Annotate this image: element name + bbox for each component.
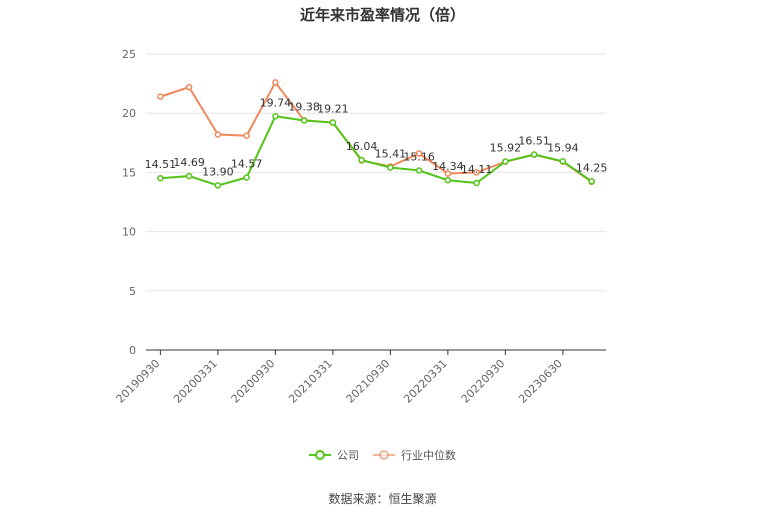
data-point — [444, 176, 452, 184]
data-label: 19.74 — [260, 96, 292, 109]
legend-item-industry-median[interactable]: 行业中位数 — [373, 447, 456, 463]
data-label: 14.57 — [231, 157, 263, 170]
x-tick-label: 20200331 — [171, 357, 220, 406]
x-axis: 20190930 20200331 20200930 20210331 20210930… — [114, 349, 606, 406]
y-axis: 0 5 10 15 20 25 — [122, 48, 136, 357]
data-point — [185, 172, 193, 180]
data-point — [415, 150, 423, 157]
data-point — [387, 164, 394, 171]
x-tick-label: 20200930 — [229, 357, 278, 406]
data-point — [358, 156, 365, 164]
data-label: 16.04 — [346, 140, 378, 153]
data-label: 14.11 — [461, 163, 493, 176]
data-label: 15.41 — [375, 148, 407, 161]
data-point — [272, 79, 279, 86]
data-point — [502, 158, 509, 165]
y-tick-label: 5 — [129, 285, 136, 298]
data-source: 数据来源：恒生聚源 — [328, 492, 437, 506]
data-point — [214, 182, 222, 189]
gridlines — [146, 53, 606, 292]
series-lines — [157, 79, 595, 189]
data-point — [415, 167, 423, 174]
y-tick-label: 0 — [129, 344, 136, 357]
data-point — [300, 117, 308, 124]
legend: 公司 行业中位数 — [0, 447, 765, 463]
data-point — [530, 151, 538, 158]
data-point — [243, 174, 250, 181]
data-point — [214, 131, 222, 138]
data-point — [157, 174, 164, 182]
x-tick-label: 20220331 — [401, 357, 450, 406]
data-point — [243, 132, 250, 139]
y-tick-label: 25 — [122, 48, 136, 61]
data-point — [444, 170, 452, 177]
data-label: 16.51 — [518, 135, 550, 148]
data-label: 14.51 — [145, 158, 177, 171]
data-label: 14.25 — [576, 161, 608, 174]
data-label: 15.92 — [490, 142, 522, 155]
data-label: 14.69 — [173, 156, 205, 169]
data-point — [559, 158, 567, 165]
data-point — [329, 119, 337, 126]
data-label: 14.34 — [432, 160, 464, 173]
data-point — [157, 93, 164, 100]
x-tick-label: 20230630 — [516, 357, 565, 406]
data-label: 15.94 — [547, 141, 579, 154]
x-tick-label: 20220930 — [459, 357, 508, 406]
y-tick-label: 15 — [122, 166, 136, 179]
data-label: 13.90 — [202, 165, 234, 178]
legend-marker-industry-median — [373, 450, 395, 460]
data-point — [185, 83, 193, 91]
legend-item-company[interactable]: 公司 — [309, 447, 359, 463]
chart-title: 近年来市盈率情况（倍） — [299, 6, 465, 24]
data-point — [473, 169, 480, 176]
data-point — [272, 113, 279, 120]
x-tick-label: 20210331 — [286, 357, 335, 406]
data-point — [588, 178, 595, 185]
y-tick-label: 10 — [122, 226, 136, 239]
y-tick-label: 20 — [122, 107, 136, 120]
legend-label-industry-median: 行业中位数 — [401, 449, 456, 462]
legend-label-company: 公司 — [337, 449, 359, 462]
data-label: 19.21 — [317, 103, 349, 116]
data-label: 15.16 — [403, 151, 435, 164]
data-label: 19.38 — [288, 101, 320, 114]
data-point — [473, 179, 480, 187]
x-tick-label: 20190930 — [114, 357, 163, 406]
series-line-0 — [160, 115, 593, 187]
legend-marker-company — [309, 450, 331, 460]
x-tick-label: 20210930 — [344, 357, 393, 406]
